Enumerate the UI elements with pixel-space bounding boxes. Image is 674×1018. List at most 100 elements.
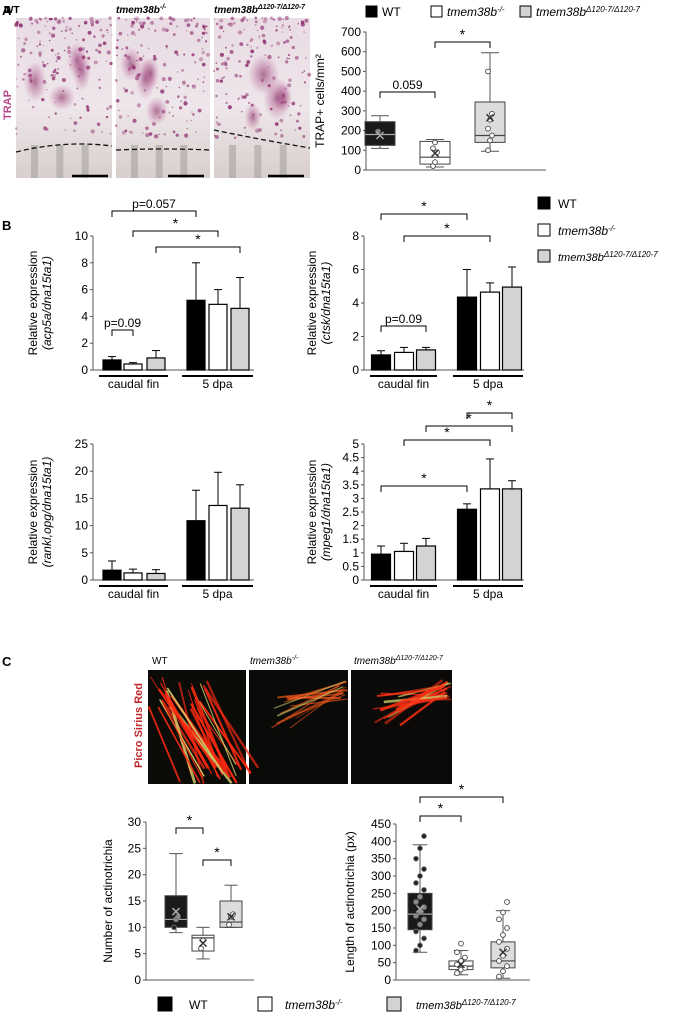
trap-cell <box>131 20 135 25</box>
trap-cell <box>303 81 306 84</box>
data-point <box>462 954 468 961</box>
legend-c-ko: tmem38b-/- <box>285 998 343 1012</box>
data-point <box>413 855 419 862</box>
sig-mut-bracket <box>425 425 513 432</box>
collagen-fiber <box>289 686 347 729</box>
trap-cell <box>223 61 228 65</box>
fin-ray <box>254 145 262 178</box>
collagen-fiber <box>277 689 348 699</box>
group-label: caudal fin <box>108 587 159 601</box>
trap-cell <box>197 78 200 81</box>
trap-cell <box>158 133 161 136</box>
data-point <box>454 970 460 976</box>
legend-c-mut: tmem38bΔ120-7/Δ120-7 <box>416 998 516 1012</box>
sig-mut-bracket <box>155 246 241 253</box>
bar <box>393 351 415 371</box>
trap-cell <box>116 39 119 42</box>
y-tick-label: 6 <box>81 283 88 297</box>
trap-cell <box>238 97 240 99</box>
trap-cell <box>184 100 186 102</box>
trap-cell <box>43 126 48 131</box>
y-tick-label: 100 <box>371 938 391 952</box>
data-point <box>413 947 419 954</box>
trap-cell <box>264 16 268 21</box>
y-tick-label: 2 <box>352 330 359 344</box>
bar <box>479 488 501 581</box>
trap-cell <box>172 130 176 134</box>
trap-cell <box>277 16 282 21</box>
trap-cell <box>133 17 135 19</box>
trap-cell <box>89 16 94 21</box>
y-tick-label: 50 <box>378 956 392 970</box>
bar <box>208 504 228 581</box>
trap-cell <box>82 38 86 42</box>
data-point <box>421 935 427 942</box>
y-tick-label: 100 <box>341 143 361 157</box>
y-tick-label: 25 <box>75 437 89 451</box>
y-tick-label: 200 <box>371 904 391 918</box>
trap-cell <box>228 22 233 27</box>
collagen-fiber <box>190 686 229 775</box>
y-tick-label: 8 <box>81 256 88 270</box>
trap-cell <box>109 61 113 66</box>
trap-cell <box>285 39 290 44</box>
trap-stain-label: TRAP <box>2 90 14 120</box>
sig-cf-bracket <box>380 325 427 332</box>
collagen-fiber <box>198 700 252 774</box>
trap-cell <box>176 95 180 99</box>
fin-ray <box>155 145 163 178</box>
trap-cell <box>288 78 292 82</box>
trap-cell <box>171 23 174 25</box>
trap-cell <box>191 84 194 87</box>
trap-cell <box>254 20 258 24</box>
data-point <box>421 916 427 923</box>
trap-cell <box>250 55 253 58</box>
y-tick-label: 500 <box>341 64 361 78</box>
y-tick-label: 4 <box>352 464 359 478</box>
trap-cell <box>256 46 259 50</box>
legend-c-mut-swatch <box>386 996 402 1012</box>
data-point <box>454 949 460 956</box>
trap-cell <box>93 35 96 38</box>
data-point <box>413 880 419 886</box>
trap-cell <box>87 30 92 35</box>
trap-cell <box>254 23 257 26</box>
trap-cell <box>205 52 211 57</box>
trap-cell <box>224 46 227 49</box>
fin-ray <box>131 145 138 178</box>
chart-b_rankl: 0 5 10 15 20 25 Relative expression (rankl,opg/… <box>26 437 254 601</box>
sig-ko-label: * <box>173 215 179 231</box>
y-tick-label: 300 <box>371 869 391 883</box>
trap-cell <box>71 32 74 35</box>
trap-cell <box>168 16 173 20</box>
data-point <box>432 159 438 165</box>
trap-cell <box>124 88 129 93</box>
trap-cell <box>16 85 19 88</box>
trap-cell <box>250 38 254 42</box>
trap-cell <box>30 18 33 21</box>
trap-cell <box>150 21 154 25</box>
y-tick-label: 0 <box>352 573 359 587</box>
trap-cell <box>297 112 301 116</box>
data-point <box>417 942 423 949</box>
legend-b-mut: tmem38bΔ120-7/Δ120-7 <box>558 250 658 264</box>
y-tick-label: 700 <box>341 25 361 39</box>
trap-cell <box>64 28 68 32</box>
data-point <box>454 961 460 968</box>
fin-ray <box>229 145 236 178</box>
trap-cell <box>48 116 51 119</box>
trap-cell <box>190 19 193 22</box>
data-point <box>496 939 502 945</box>
trap-cell <box>177 71 179 73</box>
svg-text:tmem38b-/-: tmem38b-/- <box>250 655 299 667</box>
trap-cell <box>81 97 84 100</box>
trap-cell <box>46 89 48 91</box>
mean-marker <box>498 948 508 957</box>
y-tick-label: 450 <box>371 817 391 831</box>
trap-stain-cluster <box>244 102 262 131</box>
trap-cell <box>294 55 299 60</box>
legend-c-ko-swatch <box>257 996 273 1012</box>
trap-cell <box>108 16 112 20</box>
trap-cell <box>178 106 183 110</box>
trap-cell <box>54 112 57 115</box>
